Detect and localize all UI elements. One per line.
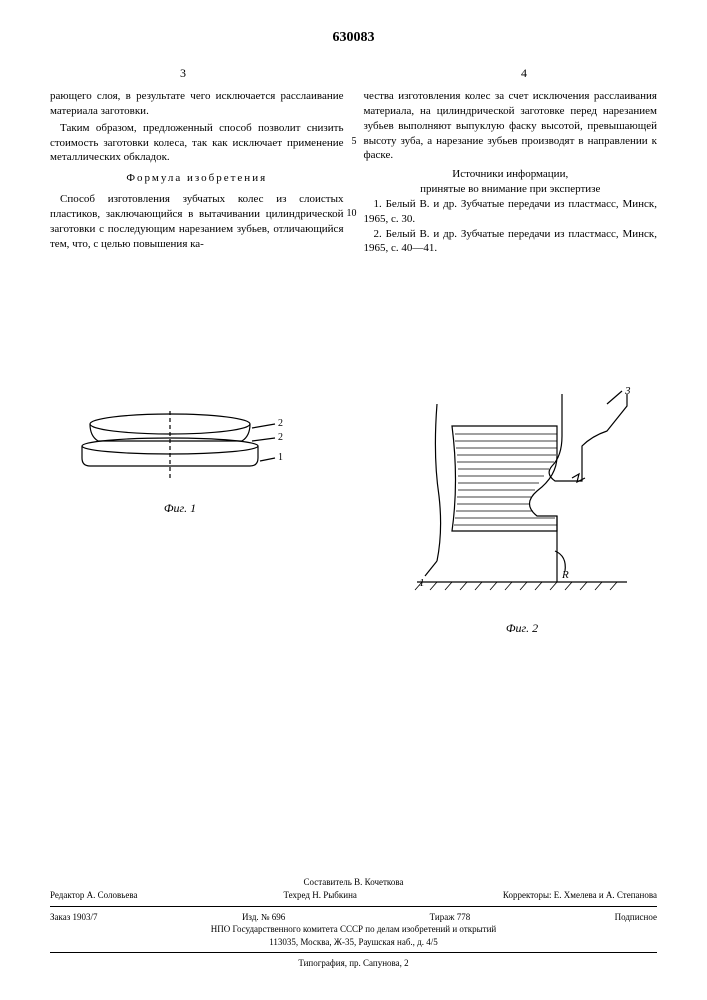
footer-correctors: Корректоры: Е. Хмелева и А. Степанова — [503, 889, 657, 902]
footer-compiler: Составитель В. Кочеткова — [50, 876, 657, 889]
fig1-label-2b: 2 — [278, 432, 283, 443]
line-marker-10: 10 — [347, 207, 357, 221]
page-right: 4 — [521, 66, 527, 81]
fig1-caption: Фиг. 1 — [70, 501, 290, 516]
page-numbers: 3 4 — [50, 66, 657, 81]
patent-number: 630083 — [50, 30, 657, 46]
footer: Составитель В. Кочеткова Редактор А. Сол… — [50, 876, 657, 970]
footer-editor: Редактор А. Соловьева — [50, 889, 138, 902]
right-column: чества изготовления колес за счет исключ… — [364, 89, 658, 256]
footer-tech: Техред Н. Рыбкина — [284, 889, 357, 902]
fig2-svg: 3 R 1 — [407, 386, 637, 616]
footer-izd: Изд. № 696 — [242, 911, 285, 924]
figure-1: 2 2 1 Фиг. 1 — [70, 386, 290, 636]
left-column: рающего слоя, в результате чего исключае… — [50, 89, 344, 256]
fig2-caption: Фиг. 2 — [407, 621, 637, 636]
ref1: 1. Белый В. и др. Зубчатые передачи из п… — [364, 197, 658, 227]
fig2-label-1: 1 — [419, 577, 425, 589]
footer-podpisnoe: Подписное — [615, 911, 657, 924]
sources-title: Источники информации, — [364, 167, 658, 182]
footer-order: Заказ 1903/7 — [50, 911, 98, 924]
figure-2: 3 R 1 Фиг. 2 — [407, 386, 637, 636]
fig2-label-3: 3 — [624, 386, 631, 397]
left-p1: рающего слоя, в результате чего исключае… — [50, 89, 344, 119]
line-marker-5: 5 — [352, 135, 357, 149]
footer-typography: Типография, пр. Сапунова, 2 — [50, 957, 657, 970]
page-left: 3 — [180, 66, 186, 81]
ref2: 2. Белый В. и др. Зубчатые передачи из п… — [364, 227, 658, 257]
sources-sub: принятые во внимание при экспертизе — [364, 182, 658, 197]
fig1-label-2a: 2 — [278, 418, 283, 429]
text-columns: рающего слоя, в результате чего исключае… — [50, 89, 657, 256]
fig1-label-1: 1 — [278, 452, 283, 463]
left-p2: Таким образом, предложенный способ позво… — [50, 121, 344, 166]
footer-tirazh: Тираж 778 — [430, 911, 471, 924]
left-p3: Способ изготовления зубчатых колес из сл… — [50, 192, 344, 251]
figures-area: 2 2 1 Фиг. 1 — [50, 386, 657, 636]
right-p1: чества изготовления колес за счет исключ… — [364, 89, 658, 163]
footer-address: 113035, Москва, Ж-35, Раушская наб., д. … — [50, 936, 657, 949]
formula-title: Формула изобретения — [50, 171, 344, 186]
fig1-svg: 2 2 1 — [70, 386, 290, 496]
fig2-label-R: R — [561, 569, 569, 581]
footer-org: НПО Государственного комитета СССР по де… — [50, 923, 657, 936]
